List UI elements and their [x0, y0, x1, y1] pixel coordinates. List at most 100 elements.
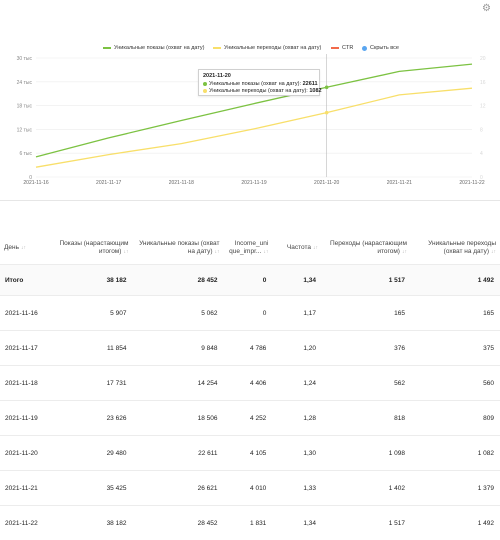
cell-day: 2021-11-18	[0, 366, 52, 401]
table-row[interactable]: 2021-11-22 38 182 28 452 1 831 1,34 1 51…	[0, 506, 500, 540]
cell-clicks: 376	[322, 331, 411, 366]
tooltip-value: 1082	[309, 88, 321, 94]
cell-frequency: 1,20	[272, 331, 322, 366]
table-row[interactable]: 2021-11-16 5 907 5 062 0 1,17 165 165	[0, 296, 500, 331]
cell-clicks: 1 517	[322, 265, 411, 296]
cell-unique-impressions: 26 621	[132, 471, 223, 506]
sort-icon[interactable]: ↓↑	[123, 249, 128, 255]
x-tick-label: 2021-11-22	[459, 180, 484, 186]
column-header-clicks[interactable]: Переходы (нарастающим итогом)↓↑	[322, 232, 411, 265]
cell-unique-impressions: 22 611	[132, 436, 223, 471]
sort-icon[interactable]: ↓↑	[491, 249, 496, 255]
x-tick-label: 2021-11-21	[387, 180, 412, 186]
cell-day: 2021-11-17	[0, 331, 52, 366]
cell-clicks: 1 517	[322, 506, 411, 540]
stats-table: День↓↑ Показы (нарастающим итогом)↓↑ Уни…	[0, 232, 500, 540]
sort-icon[interactable]: ↓↑	[313, 245, 318, 251]
cell-unique-clicks: 1 082	[411, 436, 500, 471]
cell-unique-impressions: 28 452	[132, 506, 223, 540]
cell-unique-clicks: 1 492	[411, 265, 500, 296]
cell-frequency: 1,17	[272, 296, 322, 331]
chart-tooltip: 2021-11-20 Уникальные показы (охват на д…	[198, 69, 320, 96]
sort-icon[interactable]: ↓↑	[263, 249, 268, 255]
cell-day: 2021-11-22	[0, 506, 52, 540]
cell-income-unique: 4 406	[224, 366, 273, 401]
table-row[interactable]: 2021-11-17 11 854 9 848 4 786 1,20 376 3…	[0, 331, 500, 366]
cell-income-unique: 0	[224, 296, 273, 331]
column-header-unique-clicks[interactable]: Уникальные переходы (охват на дату)↓↑	[411, 232, 500, 265]
x-tick-label: 2021-11-18	[169, 180, 194, 186]
chart-panel: ⚙ Уникальные показы (охват на дату) Уник…	[0, 0, 500, 201]
cell-impressions: 23 626	[52, 401, 133, 436]
cell-unique-clicks: 375	[411, 331, 500, 366]
cell-frequency: 1,24	[272, 366, 322, 401]
y2-tick-label: 20	[480, 56, 486, 62]
tooltip-marker	[203, 89, 207, 93]
cell-clicks: 1 402	[322, 471, 411, 506]
y2-tick-label: 16	[480, 80, 486, 86]
cell-frequency: 1,30	[272, 436, 322, 471]
data-point	[325, 86, 329, 90]
cell-clicks: 1 098	[322, 436, 411, 471]
tooltip-marker	[203, 82, 207, 86]
total-row: Итого 38 182 28 452 0 1,34 1 517 1 492	[0, 265, 500, 296]
cell-unique-clicks: 165	[411, 296, 500, 331]
tooltip-value: 22611	[303, 81, 318, 87]
cell-unique-clicks: 1 492	[411, 506, 500, 540]
cell-day: 2021-11-20	[0, 436, 52, 471]
cell-impressions: 35 425	[52, 471, 133, 506]
table-header-row: День↓↑ Показы (нарастающим итогом)↓↑ Уни…	[0, 232, 500, 265]
cell-impressions: 38 182	[52, 265, 133, 296]
cell-income-unique: 4 105	[224, 436, 273, 471]
x-tick-label: 2021-11-16	[23, 180, 48, 186]
cell-unique-impressions: 14 254	[132, 366, 223, 401]
data-point	[325, 111, 329, 115]
cell-impressions: 29 480	[52, 436, 133, 471]
table-row[interactable]: 2021-11-21 35 425 26 621 4 010 1,33 1 40…	[0, 471, 500, 506]
x-tick-label: 2021-11-17	[96, 180, 121, 186]
cell-unique-impressions: 9 848	[132, 331, 223, 366]
cell-frequency: 1,33	[272, 471, 322, 506]
cell-day: 2021-11-16	[0, 296, 52, 331]
sort-icon[interactable]: ↓↑	[21, 245, 26, 251]
table-row[interactable]: 2021-11-19 23 626 18 506 4 252 1,28 818 …	[0, 401, 500, 436]
cell-frequency: 1,28	[272, 401, 322, 436]
cell-impressions: 5 907	[52, 296, 133, 331]
tooltip-label: Уникальные показы (охват на дату):	[209, 81, 301, 87]
cell-income-unique: 4 786	[224, 331, 273, 366]
cell-unique-clicks: 809	[411, 401, 500, 436]
sort-icon[interactable]: ↓↑	[402, 249, 407, 255]
y2-tick-label: 8	[480, 127, 483, 133]
cell-unique-impressions: 5 062	[132, 296, 223, 331]
y-tick-label: 30 тыс	[17, 56, 33, 62]
table-row[interactable]: 2021-11-20 29 480 22 611 4 105 1,30 1 09…	[0, 436, 500, 471]
column-header-frequency[interactable]: Частота↓↑	[272, 232, 322, 265]
y-tick-label: 6 тыс	[19, 151, 32, 157]
cell-clicks: 165	[322, 296, 411, 331]
column-header-unique-impressions[interactable]: Уникальные показы (охват на дату)↓↑	[132, 232, 223, 265]
cell-income-unique: 4 010	[224, 471, 273, 506]
column-header-day[interactable]: День↓↑	[0, 232, 52, 265]
cell-frequency: 1,34	[272, 506, 322, 540]
table-row[interactable]: 2021-11-18 17 731 14 254 4 406 1,24 562 …	[0, 366, 500, 401]
y-tick-label: 24 тыс	[17, 80, 33, 86]
y2-tick-label: 12	[480, 104, 486, 110]
cell-day: 2021-11-21	[0, 471, 52, 506]
cell-impressions: 11 854	[52, 331, 133, 366]
x-tick-label: 2021-11-19	[241, 180, 266, 186]
y-tick-label: 18 тыс	[17, 104, 33, 110]
tooltip-label: Уникальные переходы (охват на дату):	[209, 88, 308, 94]
cell-frequency: 1,34	[272, 265, 322, 296]
cell-day: Итого	[0, 265, 52, 296]
y-tick-label: 12 тыс	[17, 127, 33, 133]
column-header-income-unique[interactable]: Income_uni que_impr...↓↑	[224, 232, 273, 265]
column-header-impressions[interactable]: Показы (нарастающим итогом)↓↑	[52, 232, 133, 265]
cell-unique-impressions: 28 452	[132, 265, 223, 296]
cell-unique-clicks: 560	[411, 366, 500, 401]
sort-icon[interactable]: ↓↑	[215, 249, 220, 255]
cell-income-unique: 1 831	[224, 506, 273, 540]
cell-clicks: 562	[322, 366, 411, 401]
cell-impressions: 17 731	[52, 366, 133, 401]
cell-day: 2021-11-19	[0, 401, 52, 436]
